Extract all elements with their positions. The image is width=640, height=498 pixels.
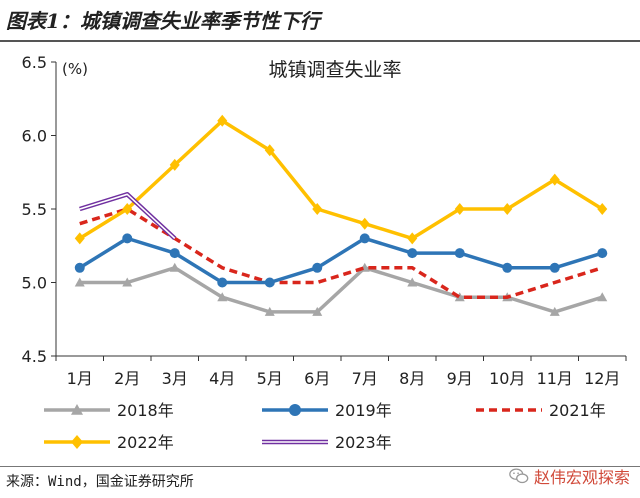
data-point-2018 bbox=[549, 306, 560, 316]
legend-label-2023: 2023年 bbox=[335, 433, 392, 452]
footer-divider bbox=[0, 466, 640, 467]
axes: 4.5 5.0 5.5 6.0 6.5 1月 2月 3月 4月 5月 6月 7月 8月 9月 10月 11月 1… bbox=[22, 53, 627, 388]
x-tick-label: 6月 bbox=[304, 369, 330, 388]
data-point-2019 bbox=[597, 248, 608, 259]
y-tick-label: 6.5 bbox=[22, 53, 47, 72]
data-point-2019 bbox=[312, 262, 323, 273]
series-line-2022 bbox=[78, 119, 604, 241]
legend-item-2018: 2018年 bbox=[44, 401, 174, 420]
data-point-2018 bbox=[169, 262, 180, 272]
legend-label-2022: 2022年 bbox=[117, 433, 174, 452]
title-divider bbox=[0, 40, 640, 42]
series-line-2023 bbox=[79, 192, 177, 241]
series-line-2018 bbox=[79, 266, 603, 314]
data-point-2022 bbox=[217, 114, 228, 127]
watermark-text: 赵伟宏观探索 bbox=[534, 468, 631, 487]
data-point-2018 bbox=[74, 277, 85, 287]
source-note: 来源：Wind，国金证券研究所 bbox=[6, 474, 194, 490]
series-2023 bbox=[79, 192, 177, 241]
data-point-2019 bbox=[264, 277, 275, 288]
data-point-2022 bbox=[359, 217, 370, 230]
series-line-2019 bbox=[78, 236, 603, 285]
legend-label-2018: 2018年 bbox=[117, 401, 174, 420]
data-point-2022 bbox=[312, 203, 323, 215]
data-point-2019 bbox=[407, 248, 418, 259]
data-point-2019 bbox=[74, 262, 85, 273]
data-point-2022 bbox=[407, 232, 418, 245]
x-tick-label: 3月 bbox=[162, 369, 188, 388]
x-tick-label: 2月 bbox=[114, 369, 140, 388]
watermark: 赵伟宏观探索 bbox=[508, 464, 630, 488]
series-2018 bbox=[74, 262, 608, 316]
data-point-2019 bbox=[454, 248, 465, 259]
series-2022 bbox=[74, 114, 608, 245]
legend-item-2022: 2022年 bbox=[44, 433, 174, 452]
series-2019 bbox=[74, 233, 608, 288]
y-tick-label: 5.0 bbox=[22, 274, 47, 293]
x-tick-label: 5月 bbox=[257, 369, 283, 388]
data-point-2018 bbox=[264, 306, 275, 316]
legend-item-2023: 2023年 bbox=[262, 433, 392, 452]
y-tick-label: 5.5 bbox=[22, 200, 47, 219]
data-point-2018 bbox=[217, 292, 228, 302]
legend-marker-2018 bbox=[71, 404, 83, 415]
data-point-2018 bbox=[454, 292, 465, 302]
x-tick-label: 1月 bbox=[67, 369, 93, 388]
data-point-2018 bbox=[122, 277, 133, 287]
legend-item-2021: 2021年 bbox=[476, 401, 606, 420]
unemployment-line-chart: 4.5 5.0 5.5 6.0 6.5 1月 2月 3月 4月 5月 6月 7月 8月 9月 10月 11月 1… bbox=[22, 53, 627, 452]
x-tick-label: 10月 bbox=[489, 369, 525, 388]
data-point-2022 bbox=[502, 203, 513, 215]
data-point-2022 bbox=[74, 232, 85, 245]
data-point-2019 bbox=[549, 262, 560, 273]
x-tick-label: 12月 bbox=[584, 369, 620, 388]
data-point-2018 bbox=[597, 292, 608, 302]
legend-marker-2022 bbox=[71, 435, 83, 449]
x-tick-label: 7月 bbox=[352, 369, 378, 388]
series-layer bbox=[74, 114, 608, 316]
data-point-2019 bbox=[122, 233, 133, 244]
x-tick-label: 4月 bbox=[209, 369, 235, 388]
data-point-2022 bbox=[549, 173, 560, 186]
chart-area: 4.5 5.0 5.5 6.0 6.5 1月 2月 3月 4月 5月 6月 7月 8月 9月 10月 11月 1… bbox=[0, 44, 640, 464]
chart-title: 城镇调查失业率 bbox=[268, 59, 401, 81]
series-line-2023-inner bbox=[79, 193, 176, 239]
legend: 2018年 2019年 2021年 2022年 2023年 bbox=[44, 401, 606, 452]
data-point-2018 bbox=[407, 277, 418, 287]
data-point-2022 bbox=[169, 158, 180, 171]
data-point-2022 bbox=[122, 203, 133, 215]
y-axis-unit-label: (%) bbox=[62, 60, 88, 78]
legend-item-2019: 2019年 bbox=[262, 401, 392, 420]
data-point-2022 bbox=[264, 144, 275, 157]
data-point-2018 bbox=[312, 306, 323, 316]
legend-marker-2019 bbox=[289, 404, 301, 416]
data-point-2019 bbox=[169, 248, 180, 259]
data-point-2019 bbox=[217, 277, 228, 288]
data-point-2022 bbox=[597, 203, 608, 215]
legend-label-2019: 2019年 bbox=[335, 401, 392, 420]
y-tick-label: 6.0 bbox=[22, 127, 47, 146]
x-tick-label: 9月 bbox=[447, 369, 473, 388]
data-point-2019 bbox=[502, 262, 513, 273]
figure-title: 图表1：城镇调查失业率季节性下行 bbox=[6, 9, 320, 33]
x-tick-label: 11月 bbox=[537, 369, 573, 388]
data-point-2022 bbox=[454, 203, 465, 215]
legend-label-2021: 2021年 bbox=[549, 401, 606, 420]
data-point-2019 bbox=[359, 233, 370, 244]
y-tick-label: 4.5 bbox=[22, 347, 47, 366]
wechat-icon bbox=[509, 468, 529, 484]
x-tick-label: 8月 bbox=[399, 369, 425, 388]
